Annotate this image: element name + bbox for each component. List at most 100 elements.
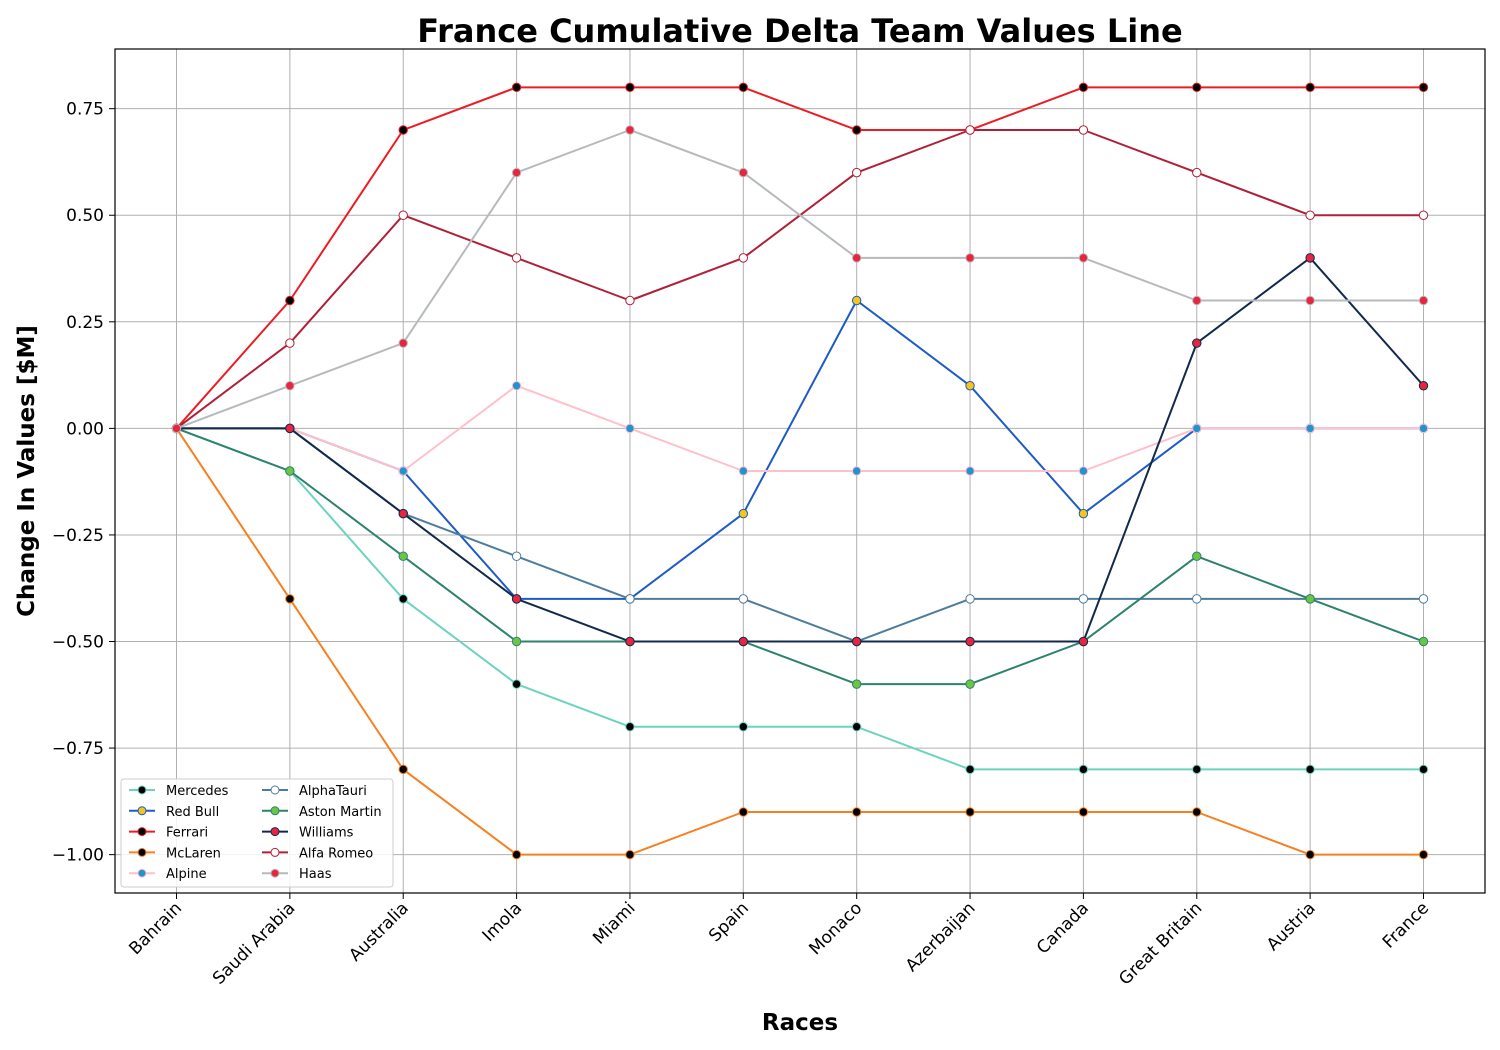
data-point: [625, 722, 635, 732]
data-point: [511, 381, 522, 391]
x-tick-label: Canada: [1033, 898, 1093, 958]
legend-marker: [270, 827, 280, 837]
data-point: [738, 82, 749, 93]
data-point: [285, 594, 295, 604]
x-axis-label: Races: [762, 1010, 838, 1036]
legend-item: AlphaTauri: [262, 784, 367, 799]
legend-marker: [270, 806, 280, 816]
data-point: [965, 679, 975, 689]
data-point: [1078, 508, 1089, 519]
series-line: [175, 86, 1424, 430]
data-point: [398, 338, 408, 348]
data-point: [851, 722, 862, 732]
data-point: [285, 381, 295, 391]
data-point: [738, 466, 749, 476]
data-point: [851, 636, 862, 647]
data-point: [1305, 849, 1315, 860]
series-line: [176, 427, 1424, 771]
data-point: [1418, 594, 1429, 604]
data-point: [1305, 594, 1315, 604]
data-point: [1305, 210, 1315, 220]
legend-label: Haas: [299, 867, 332, 882]
data-point: [625, 849, 635, 860]
data-point: [1418, 764, 1429, 775]
data-point: [738, 508, 749, 519]
series-red-bull: [171, 295, 1429, 604]
data-point: [1192, 295, 1202, 306]
legend-marker: [137, 868, 147, 878]
data-point: [965, 764, 975, 775]
legend-item: Haas: [262, 867, 332, 882]
legend-marker: [137, 785, 147, 795]
legend-item: Alfa Romeo: [262, 846, 373, 861]
data-point: [398, 594, 408, 604]
series-ferrari: [171, 82, 1429, 434]
data-point: [851, 125, 862, 135]
data-point: [1078, 594, 1089, 604]
data-point: [965, 594, 975, 604]
x-axis-ticks: Bahrain Saudi Arabia Australia Imola Miami Sp…: [125, 893, 1433, 989]
data-point: [1305, 764, 1315, 775]
legend-marker: [137, 827, 147, 837]
legend-marker: [137, 847, 147, 857]
data-point: [511, 551, 522, 561]
legend-marker: [270, 847, 280, 857]
legend-item: Mercedes: [129, 784, 229, 799]
data-point: [625, 636, 635, 647]
data-point: [1418, 295, 1429, 306]
data-point: [511, 636, 522, 647]
data-point: [398, 508, 408, 519]
data-point: [285, 295, 295, 306]
x-tick-label: Miami: [589, 898, 639, 948]
data-point: [398, 551, 408, 561]
data-point: [738, 594, 749, 604]
data-point: [625, 594, 635, 604]
legend-label: Williams: [299, 826, 354, 841]
data-point: [625, 82, 635, 93]
x-tick-label: Austria: [1263, 898, 1320, 955]
series-line: [176, 129, 1424, 430]
series-line: [176, 427, 1424, 686]
legend-label: Alfa Romeo: [299, 846, 373, 861]
data-point: [285, 423, 295, 434]
data-point: [851, 466, 862, 476]
grid: [115, 49, 1485, 893]
series-alpine: [171, 381, 1429, 476]
legend-label: AlphaTauri: [299, 784, 367, 799]
chart-title: France Cumulative Delta Team Values Line: [417, 12, 1182, 50]
data-point: [738, 636, 749, 647]
data-point: [851, 167, 862, 178]
data-point: [1078, 636, 1089, 647]
legend-box: [120, 778, 394, 888]
data-point: [965, 125, 975, 135]
x-tick-label: Bahrain: [125, 898, 186, 959]
data-point: [511, 253, 522, 263]
series-line: [176, 256, 1425, 643]
legend-label: Mercedes: [166, 784, 229, 799]
legend-item: Alpine: [129, 867, 207, 882]
series-line: [176, 384, 1424, 472]
data-point: [1078, 466, 1089, 476]
data-point: [511, 594, 522, 604]
data-point: [1418, 381, 1429, 391]
series-haas: [171, 125, 1429, 434]
data-point: [1418, 849, 1429, 860]
data-point: [738, 722, 749, 732]
legend-item: McLaren: [129, 846, 221, 861]
legend-marker: [270, 785, 280, 795]
data-point: [285, 466, 295, 476]
data-point: [1418, 423, 1429, 434]
data-point: [398, 210, 408, 220]
data-point: [1305, 295, 1315, 306]
data-point: [851, 253, 862, 263]
data-point: [511, 679, 522, 689]
y-tick-label: −0.25: [52, 526, 104, 546]
legend-label: Ferrari: [166, 826, 208, 841]
data-point: [511, 167, 522, 178]
data-point: [398, 764, 408, 775]
legend-item: Aston Martin: [262, 805, 382, 820]
x-tick-label: Spain: [705, 898, 753, 946]
data-point: [738, 167, 749, 178]
